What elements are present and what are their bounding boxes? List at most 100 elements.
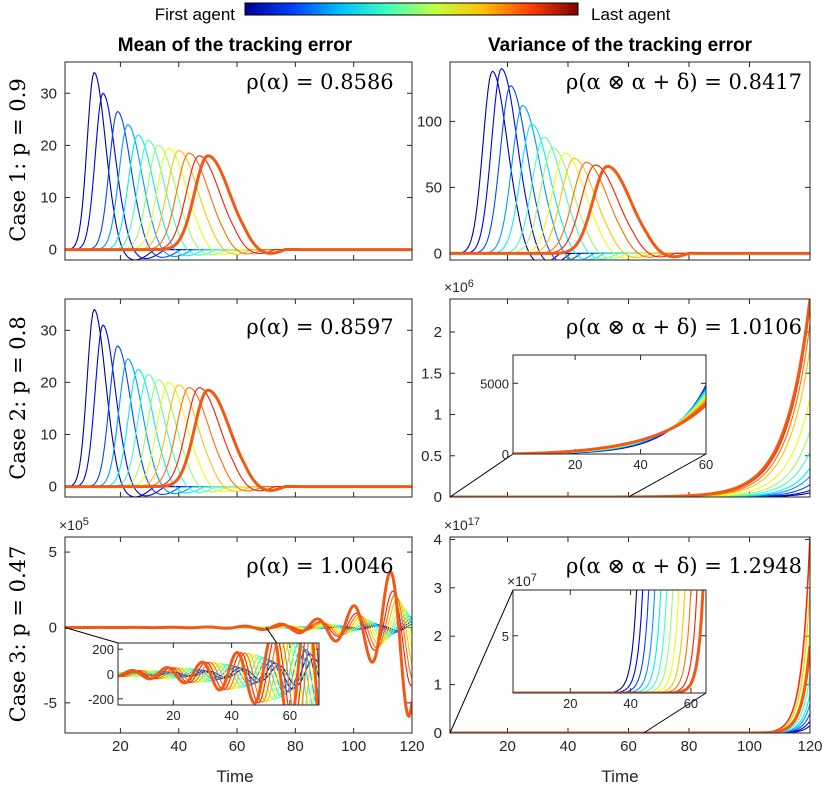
y-tick-label: 5: [502, 629, 509, 644]
x-tick-label: 120: [797, 738, 822, 755]
rho-annotation: ρ(α ⊗ α + δ) = 1.2948: [566, 554, 802, 578]
x-tick-label: 60: [283, 708, 297, 723]
x-tick-label: 80: [287, 738, 304, 755]
y-multiplier-exponent: 17: [468, 516, 480, 528]
y-tick-label: 0: [49, 619, 57, 636]
series-line-agent-5: [450, 467, 810, 497]
x-tick-label: 20: [166, 708, 180, 723]
y-tick-label: 10: [40, 426, 57, 443]
y-tick-label: 2: [434, 628, 442, 645]
x-tick-label: 40: [633, 457, 647, 472]
x-tick-label: 40: [623, 696, 637, 711]
y-multiplier: ×105: [59, 516, 89, 533]
axes-frame: [117, 642, 320, 706]
x-tick-label: 20: [499, 738, 516, 755]
axes-frame: [512, 354, 707, 455]
y-tick-label: 4: [434, 531, 442, 548]
axes-frame: [449, 536, 811, 734]
y-tick-label: 100: [417, 113, 442, 130]
y-multiplier: ×106: [444, 278, 474, 295]
plot-area: [513, 355, 706, 454]
panel-case3-mean: -5 0 5 20 40 60 80 100 120 ×105 -200 0 200 20 40 60 ρ(α)…: [44, 516, 425, 755]
series-line-agent-10: [513, 590, 692, 693]
plot-area: [513, 590, 706, 693]
series-line-agent-12: [513, 403, 706, 454]
x-tick-label: 20: [568, 457, 582, 472]
plot-area: [65, 62, 412, 260]
colorbar-right-label: Last agent: [591, 5, 671, 24]
x-axis-label-left: Time: [216, 767, 253, 786]
y-tick-label: 20: [40, 137, 57, 154]
y-multiplier: ×1017: [444, 516, 480, 533]
y-multiplier: ×107: [507, 572, 537, 589]
series-line-agent-12: [118, 643, 319, 705]
y-tick-label: -200: [88, 692, 114, 707]
y-tick-label: 1.5: [421, 365, 442, 382]
inset-case3-var: 5 20 40 60 ×107: [449, 572, 707, 734]
y-tick-label: 0.5: [421, 448, 442, 465]
x-tick-label: 60: [620, 738, 637, 755]
rho-annotation: ρ(α) = 0.8597: [246, 315, 393, 339]
y-tick-label: 5: [49, 544, 57, 561]
panel-case1-mean: 0 10 20 30 ρ(α) = 0.8586: [40, 61, 413, 261]
panel-case1-var: 0 50 100 ρ(α ⊗ α + δ) = 0.8417: [417, 61, 811, 262]
series-line-agent-12: [65, 154, 412, 255]
panel-case2-var: 0 0.5 1 1.5 2 ×106 0 5000 20 40 60 ρ(α ⊗ α + δ) = 1…: [421, 278, 811, 506]
x-tick-label: 60: [684, 696, 698, 711]
y-multiplier-exponent: 7: [531, 572, 537, 584]
y-tick-label: 1: [434, 677, 442, 694]
y-tick-label: 0: [49, 479, 57, 496]
axes-frame: [512, 589, 707, 694]
series-line-agent-12: [65, 570, 412, 718]
x-tick-label: 20: [112, 738, 129, 755]
rho-annotation: ρ(α) = 1.0046: [246, 554, 393, 578]
panel-case2-mean: 0 10 20 30 ρ(α) = 0.8597: [40, 298, 413, 498]
series-line-agent-8: [118, 643, 317, 705]
axes-frame: [64, 61, 413, 261]
column-title-variance: Variance of the tracking error: [488, 35, 753, 56]
inset-connector: [449, 589, 514, 734]
y-tick-label: 0: [49, 242, 57, 259]
rho-annotation: ρ(α ⊗ α + δ) = 1.0106: [566, 315, 802, 339]
series-line-agent-8: [513, 590, 680, 693]
inset-connector: [449, 453, 514, 498]
x-tick-label: 40: [170, 738, 187, 755]
x-tick-label: 60: [699, 457, 713, 472]
y-tick-label: 0: [434, 245, 442, 262]
x-axis-label-right: Time: [601, 767, 638, 786]
y-tick-label: 0: [107, 667, 114, 682]
y-tick-label: -5: [44, 695, 57, 712]
y-multiplier-exponent: 6: [468, 278, 474, 290]
y-tick-label: 0: [502, 447, 509, 462]
row-label-case1: Case 1: p = 0.9: [6, 78, 30, 241]
axes-frame: [64, 536, 413, 734]
inset-case2-var: 0 5000 20 40 60: [449, 354, 713, 498]
plot-area: [65, 299, 412, 497]
x-tick-label: 100: [341, 738, 366, 755]
column-title-mean: Mean of the tracking error: [118, 35, 353, 56]
y-tick-label: 20: [40, 374, 57, 391]
series-line-agent-9: [513, 590, 686, 693]
x-tick-label: 100: [737, 738, 762, 755]
y-tick-label: 1: [434, 407, 442, 424]
y-tick-label: 5000: [480, 376, 509, 391]
y-tick-label: 2: [434, 324, 442, 341]
y-tick-label: 200: [92, 642, 114, 657]
inset-case3-mean: -200 0 200 20 40 60: [64, 626, 320, 723]
y-tick-label: 10: [40, 189, 57, 206]
x-tick-label: 40: [560, 738, 577, 755]
series-line-agent-4: [118, 646, 318, 705]
series-line-agent-12: [450, 164, 810, 259]
colorbar-left-label: First agent: [155, 5, 236, 24]
axes-frame: [449, 61, 811, 261]
x-tick-label: 20: [563, 696, 577, 711]
axes-frame: [64, 298, 413, 498]
series-line-agent-12: [65, 388, 412, 492]
series-line-agent-9: [118, 643, 313, 705]
rho-annotation: ρ(α ⊗ α + δ) = 0.8417: [566, 70, 802, 94]
row-label-case3: Case 3: p = 0.47: [6, 546, 30, 723]
x-tick-label: 40: [224, 708, 238, 723]
inset-connector: [628, 453, 707, 498]
y-tick-label: 30: [40, 322, 57, 339]
